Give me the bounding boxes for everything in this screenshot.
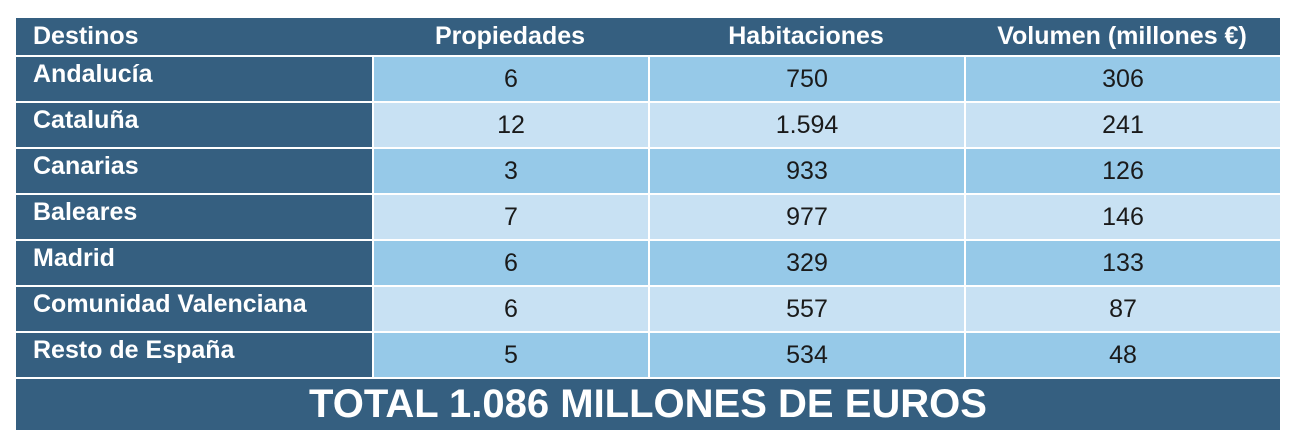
row-volume: 241 [964,103,1280,147]
table-row: Resto de España 5 534 48 [16,333,1280,377]
row-properties: 6 [372,287,648,331]
header-rooms: Habitaciones [728,22,884,50]
row-properties: 5 [372,333,648,377]
row-properties: 6 [372,241,648,285]
table-row: Baleares 7 977 146 [16,195,1280,239]
row-volume: 126 [964,149,1280,193]
table-row: Andalucía 6 750 306 [16,57,1280,101]
table-total-row: TOTAL 1.086 MILLONES DE EUROS [16,379,1280,430]
row-rooms: 750 [648,57,964,101]
row-rooms: 1.594 [648,103,964,147]
row-volume: 133 [964,241,1280,285]
header-volume: Volumen (millones €) [997,22,1247,50]
row-destination: Andalucía [16,57,372,101]
row-properties: 7 [372,195,648,239]
hotel-investment-table: Destinos Propiedades Habitaciones Volume… [16,18,1280,430]
row-destination: Resto de España [16,333,372,377]
table-row: Madrid 6 329 133 [16,241,1280,285]
row-destination: Comunidad Valenciana [16,287,372,331]
row-destination: Cataluña [16,103,372,147]
table-row: Comunidad Valenciana 6 557 87 [16,287,1280,331]
row-rooms: 557 [648,287,964,331]
row-volume: 146 [964,195,1280,239]
row-properties: 6 [372,57,648,101]
row-rooms: 933 [648,149,964,193]
row-properties: 3 [372,149,648,193]
row-destination: Madrid [16,241,372,285]
table-header-row: Destinos Propiedades Habitaciones Volume… [16,18,1280,55]
header-destinations: Destinos [33,22,139,50]
table-row: Canarias 3 933 126 [16,149,1280,193]
row-rooms: 329 [648,241,964,285]
header-properties: Propiedades [434,22,586,50]
row-destination: Baleares [16,195,372,239]
row-rooms: 977 [648,195,964,239]
row-destination: Canarias [16,149,372,193]
row-volume: 87 [964,287,1280,331]
row-volume: 48 [964,333,1280,377]
table-row: Cataluña 12 1.594 241 [16,103,1280,147]
row-volume: 306 [964,57,1280,101]
row-properties: 12 [372,103,648,147]
row-rooms: 534 [648,333,964,377]
